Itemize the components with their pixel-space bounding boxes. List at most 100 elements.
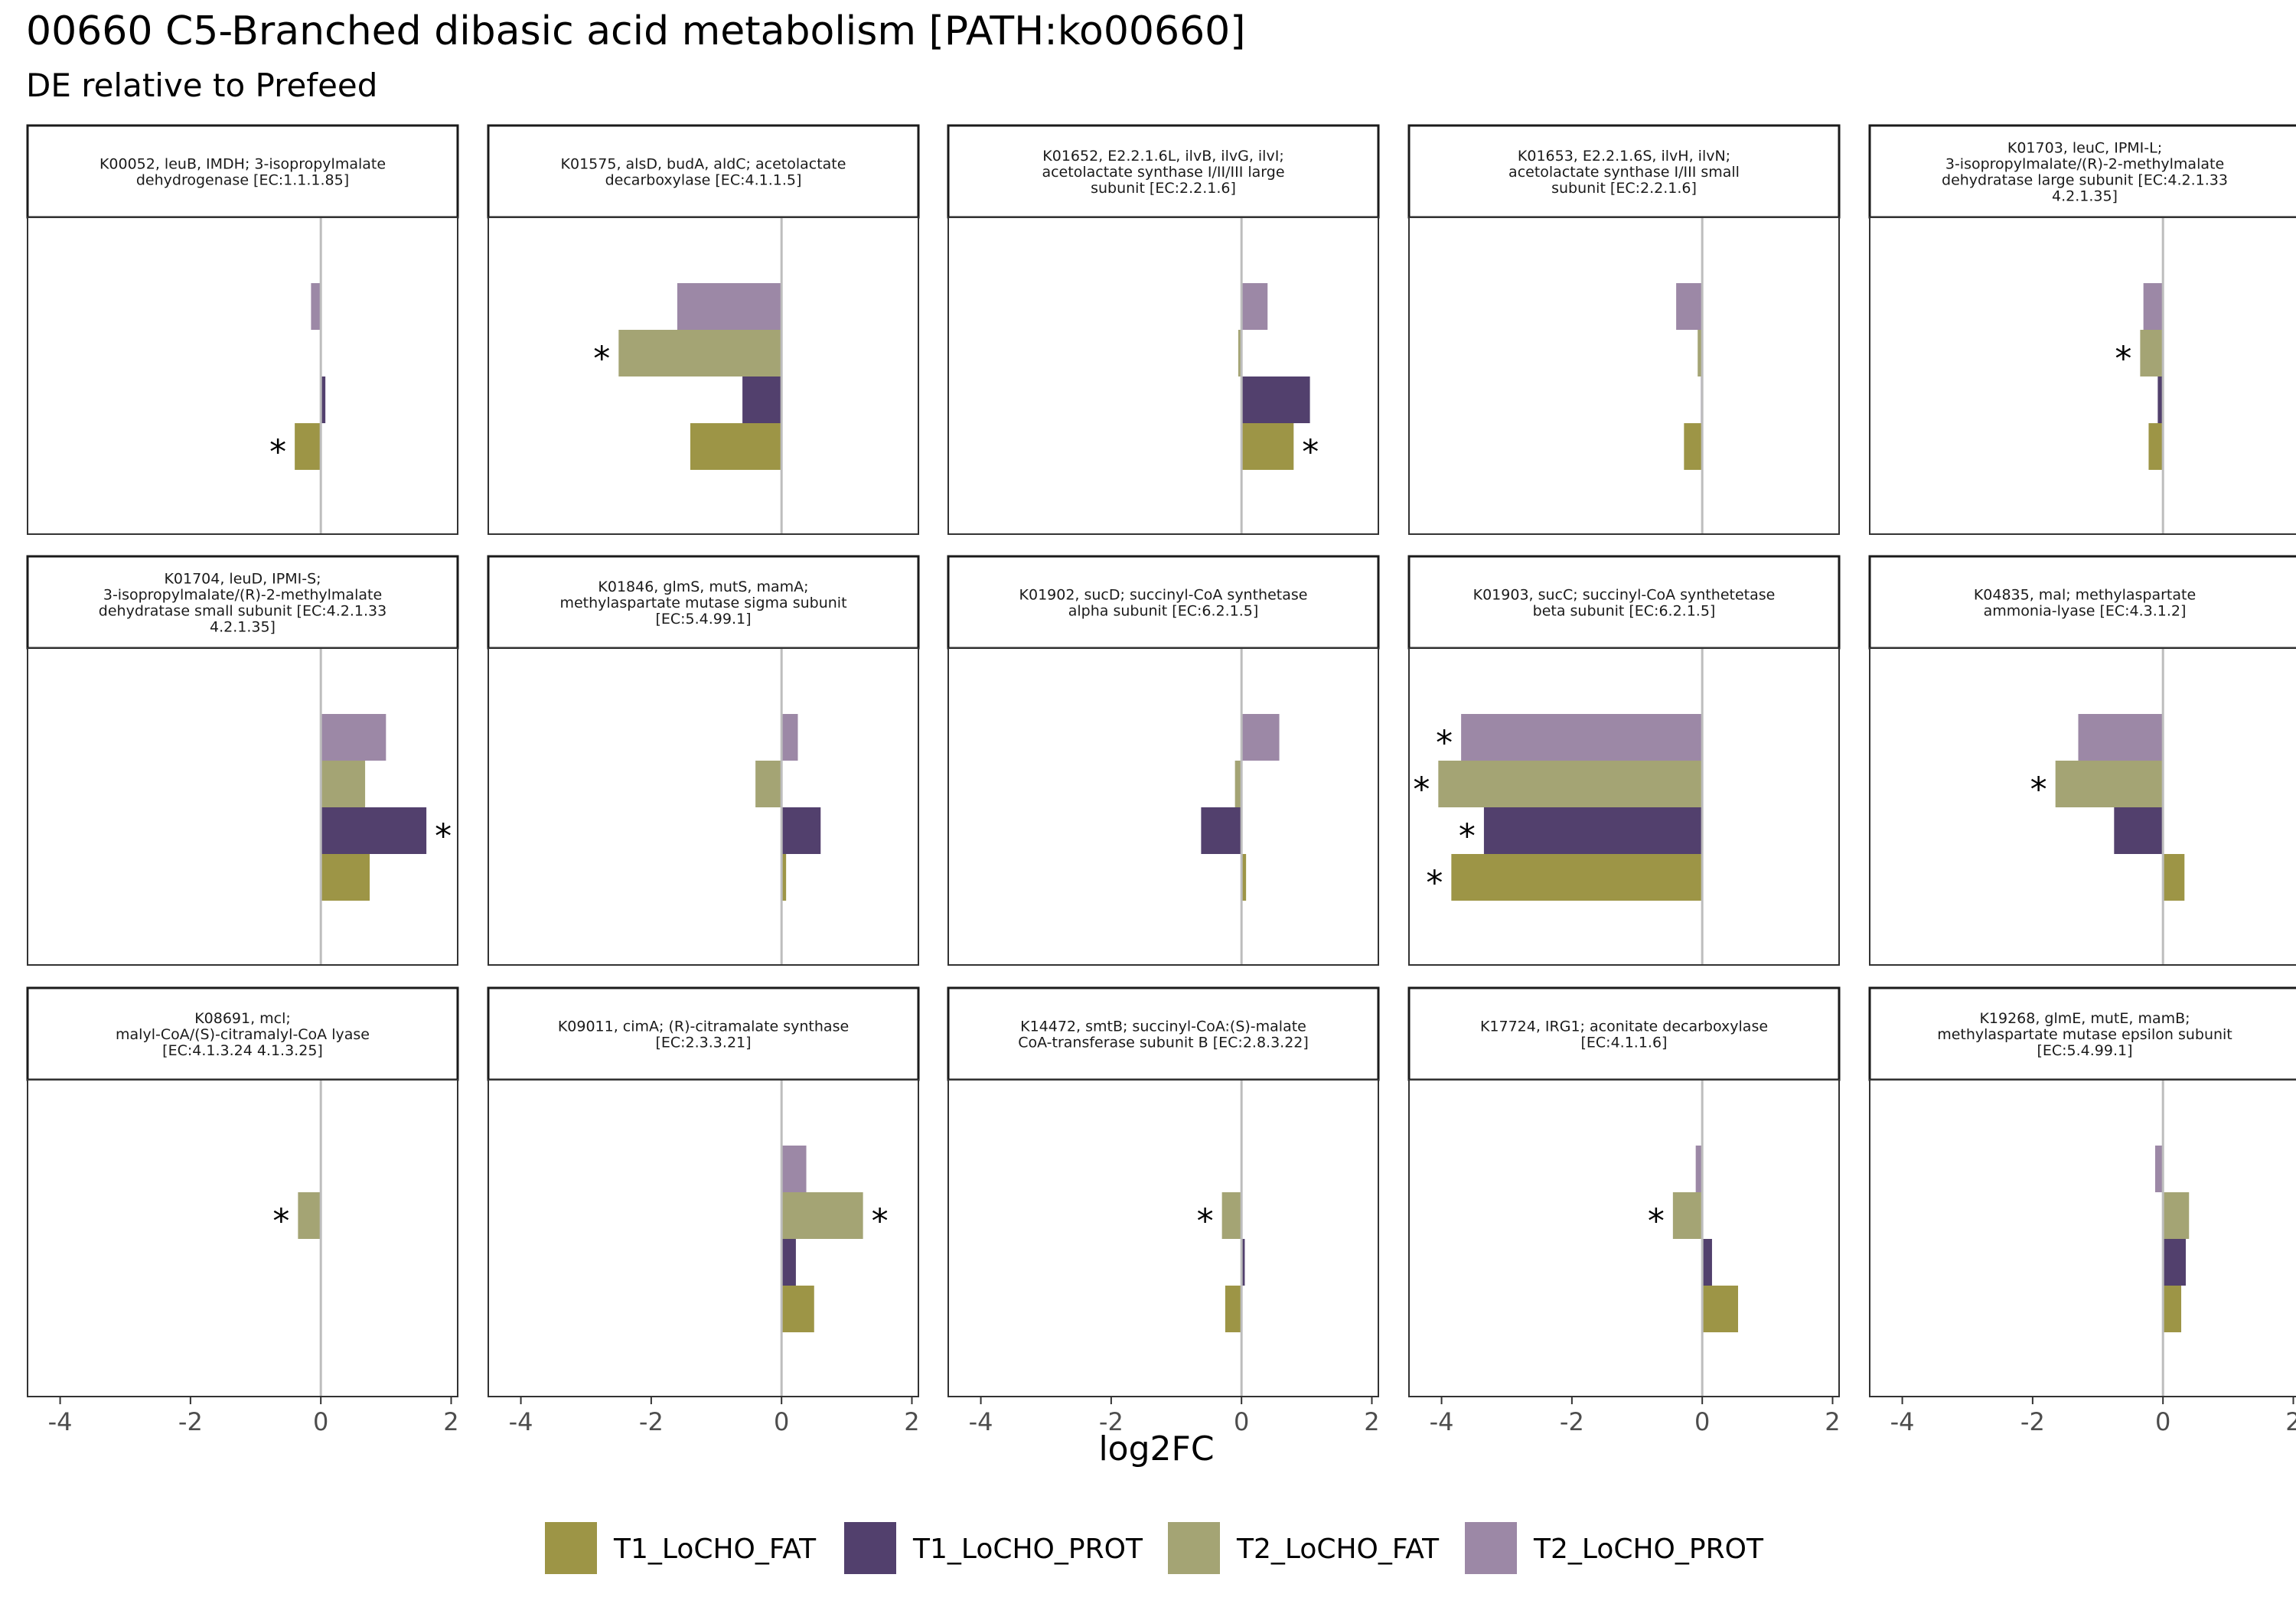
- facet-title-line: [EC:5.4.99.1]: [2037, 1042, 2132, 1059]
- facet-title-line: [EC:2.3.3.21]: [655, 1035, 751, 1051]
- panel-border: [27, 1079, 458, 1397]
- x-tick-label: 2: [2285, 1407, 2296, 1436]
- facet-strip: [1407, 124, 1841, 219]
- x-tick-label: 2: [904, 1407, 919, 1436]
- facet-title-line: 4.2.1.35]: [210, 619, 276, 636]
- bar-t1-locho-fat: [1241, 854, 1247, 901]
- x-tick-label: 2: [443, 1407, 458, 1436]
- facet-title-line: K01903, sucC; succinyl-CoA synthetetase: [1473, 587, 1776, 604]
- bar-t2-locho-prot: [1241, 283, 1268, 330]
- bar-t1-locho-fat: [321, 854, 370, 901]
- bar-t2-locho-fat: [781, 1192, 863, 1239]
- bar-t2-locho-fat: [1238, 330, 1242, 376]
- bar-t1-locho-fat: [1451, 854, 1703, 901]
- legend: T1_LoCHO_FAT T1_LoCHO_PROT T2_LoCHO_FAT T2_…: [545, 1522, 1764, 1574]
- facet-title-line: [EC:4.1.3.24 4.1.3.25]: [162, 1042, 323, 1059]
- facet-panel: K01846, glmS, mutS, mamA;methylaspartate…: [487, 555, 920, 966]
- facet-title-line: 3-isopropylmalate/(R)-2-methylmalate: [1945, 156, 2224, 173]
- bar-t2-locho-prot: [1241, 714, 1280, 761]
- facet-strip: [947, 124, 1380, 219]
- facet-strip: [1407, 555, 1841, 650]
- panel-border: [1869, 1079, 2296, 1397]
- panel-border: [947, 1079, 1379, 1397]
- legend-label: T2_LoCHO_PROT: [1533, 1534, 1764, 1565]
- facet-title-line: dehydrogenase [EC:1.1.1.85]: [136, 172, 349, 189]
- facet-strip: [26, 124, 459, 219]
- facet-strip: [487, 555, 920, 650]
- facet-panel: K01903, sucC; succinyl-CoA synthetetaseb…: [1407, 555, 1841, 966]
- bar-t2-locho-prot: [1676, 283, 1703, 330]
- x-tick-label: -4: [1890, 1407, 1915, 1436]
- bar-t2-locho-fat: [618, 330, 782, 376]
- facet-panel: K19268, glmE, mutE, mamB;methylaspartate…: [1868, 986, 2296, 1436]
- facet-title-line: subunit [EC:2.2.1.6]: [1551, 180, 1697, 197]
- bar-t2-locho-prot: [781, 1146, 807, 1192]
- legend-label: T1_LoCHO_PROT: [912, 1534, 1143, 1565]
- bar-t1-locho-fat: [295, 423, 321, 470]
- facet-title-line: [EC:4.1.1.6]: [1581, 1035, 1668, 1051]
- legend-swatch: [844, 1522, 896, 1574]
- significance-marker: *: [1302, 433, 1319, 472]
- bar-t2-locho-fat: [298, 1192, 321, 1239]
- bar-t2-locho-fat: [2140, 330, 2164, 376]
- x-tick-label: -2: [2020, 1407, 2045, 1436]
- facet-title-line: K01575, alsD, budA, aldC; acetolactate: [561, 156, 846, 173]
- bar-t2-locho-prot: [677, 283, 782, 330]
- facet-strip: [947, 555, 1380, 650]
- facet-strip: [26, 986, 459, 1081]
- panel-border: [1408, 217, 1840, 535]
- panel-border: [488, 647, 919, 966]
- x-tick-label: 0: [774, 1407, 789, 1436]
- facet-title-line: acetolactate synthase I/II/III large: [1042, 164, 1284, 181]
- x-tick-label: 0: [1694, 1407, 1710, 1436]
- x-axis-label: log2FC: [1098, 1429, 1214, 1468]
- bar-t1-locho-fat: [1225, 1286, 1242, 1332]
- bar-t1-locho-fat: [1702, 1286, 1739, 1332]
- facet-title-line: K04835, mal; methylaspartate: [1974, 587, 2196, 604]
- legend-label: T1_LoCHO_FAT: [613, 1534, 817, 1565]
- x-tick-label: -2: [639, 1407, 664, 1436]
- legend-label: T2_LoCHO_FAT: [1236, 1534, 1440, 1565]
- bar-t2-locho-prot: [2143, 283, 2164, 330]
- facet-title-line: decarboxylase [EC:4.1.1.5]: [605, 172, 802, 189]
- facet-strip: [947, 986, 1380, 1081]
- significance-marker: *: [1426, 864, 1443, 903]
- facet-title-line: K01902, sucD; succinyl-CoA synthetase: [1019, 587, 1308, 604]
- x-tick-label: -4: [509, 1407, 533, 1436]
- bar-t2-locho-fat: [321, 761, 366, 807]
- legend-item: T1_LoCHO_FAT: [545, 1522, 817, 1574]
- significance-marker: *: [1459, 817, 1476, 856]
- bar-t2-locho-fat: [2055, 761, 2164, 807]
- facet-strip: [1868, 555, 2296, 650]
- facet-title-line: K01653, E2.2.1.6S, ilvH, ilvN;: [1518, 148, 1730, 165]
- significance-marker: *: [1413, 771, 1430, 810]
- significance-marker: *: [2030, 771, 2047, 810]
- chart-title: 00660 C5-Branched dibasic acid metabolis…: [26, 8, 1246, 54]
- bar-t2-locho-fat: [1672, 1192, 1703, 1239]
- facet-title-line: K08691, mcl;: [194, 1010, 291, 1027]
- bar-t2-locho-prot: [2078, 714, 2164, 761]
- panel-border: [947, 217, 1379, 535]
- significance-marker: *: [272, 1202, 289, 1241]
- facet-title-line: ammonia-lyase [EC:4.3.1.2]: [1984, 603, 2187, 620]
- facet-panel: K01704, leuD, IPMI-S;3-isopropylmalate/(…: [26, 555, 459, 966]
- facet-title-line: [EC:5.4.99.1]: [655, 611, 751, 627]
- facet-panel: K01703, leuC, IPMI-L;3-isopropylmalate/(…: [1868, 124, 2296, 535]
- facet-title-line: K19268, glmE, mutE, mamB;: [1979, 1010, 2190, 1027]
- chart-subtitle: DE relative to Prefeed: [26, 67, 377, 104]
- x-tick-label: 0: [313, 1407, 328, 1436]
- significance-marker: *: [1648, 1202, 1665, 1241]
- facet-title-line: K09011, cimA; (R)-citramalate synthase: [558, 1019, 849, 1035]
- facet-panel: K01575, alsD, budA, aldC; acetolactatede…: [487, 124, 920, 535]
- bar-t1-locho-fat: [781, 854, 787, 901]
- bar-t1-locho-prot: [2163, 1239, 2186, 1286]
- bar-t2-locho-fat: [1221, 1192, 1242, 1239]
- bar-t1-locho-fat: [1684, 423, 1703, 470]
- x-tick-label: 0: [2155, 1407, 2170, 1436]
- facet-strip: [1407, 986, 1841, 1081]
- facet-title-line: K14472, smtB; succinyl-CoA:(S)-malate: [1020, 1019, 1306, 1035]
- legend-item: T1_LoCHO_PROT: [844, 1522, 1143, 1574]
- bar-t1-locho-prot: [781, 1239, 796, 1286]
- panel-border: [1408, 1079, 1840, 1397]
- facet-strip: [1868, 124, 2296, 219]
